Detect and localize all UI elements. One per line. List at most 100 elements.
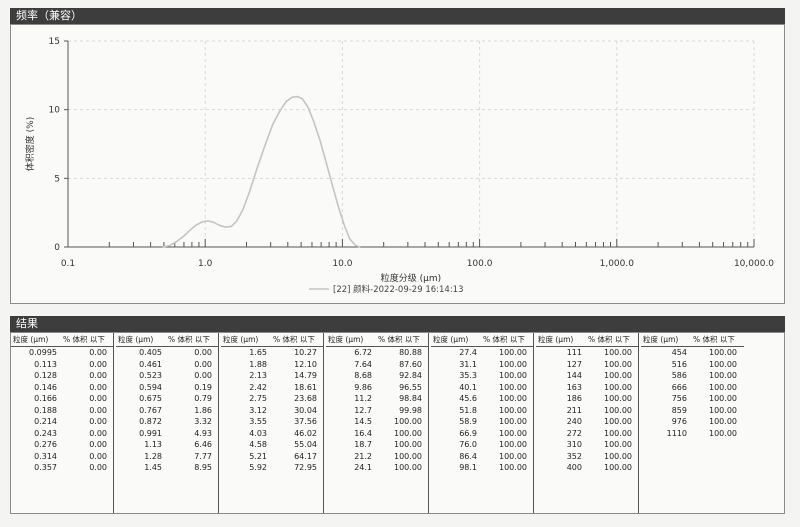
percent-cell: 14.79	[294, 371, 317, 380]
result-column-block: 粒度 (μm) % 体积 以下 454 100.00 516 100.00 586 100.0…	[641, 333, 744, 513]
percent-cell: 0.00	[89, 405, 107, 415]
percent-cell: 100.00	[394, 451, 422, 461]
size-cell: 45.6	[459, 394, 477, 403]
percent-cell: 0.00	[194, 371, 212, 380]
table-row: 1.13 6.46	[116, 439, 218, 451]
size-cell: 2.13	[249, 371, 267, 380]
y-tick-label: 15	[49, 37, 60, 47]
percent-cell: 10.27	[294, 348, 317, 357]
size-cell: 98.1	[459, 463, 477, 472]
size-cell: 12.7	[354, 405, 372, 415]
size-cell: 35.3	[459, 371, 477, 380]
column-header: 粒度 (μm) % 体积 以下	[641, 333, 744, 347]
table-row: 0.991 4.93	[116, 428, 218, 440]
percent-cell: 0.00	[194, 359, 212, 369]
size-cell: 0.276	[34, 440, 57, 449]
size-cell: 5.92	[249, 463, 267, 472]
size-cell: 976	[671, 417, 687, 426]
size-cell: 0.357	[34, 463, 57, 472]
table-row: 111 100.00	[536, 347, 638, 359]
percent-cell: 0.19	[194, 382, 212, 392]
size-cell: 163	[566, 382, 582, 392]
table-row: 0.276 0.00	[11, 439, 113, 451]
percent-cell: 7.77	[194, 451, 212, 461]
size-cell: 86.4	[459, 451, 477, 461]
table-row: 0.767 1.86	[116, 405, 218, 417]
percent-cell: 12.10	[294, 359, 317, 369]
percent-cell: 100.00	[709, 382, 737, 392]
table-row: 11.2 98.84	[326, 393, 428, 405]
size-cell: 11.2	[354, 394, 372, 403]
table-row: 516 100.00	[641, 359, 744, 371]
table-row: 0.243 0.00	[11, 428, 113, 440]
size-cell: 666	[671, 382, 687, 392]
size-cell: 144	[566, 371, 582, 380]
percent-cell: 64.17	[294, 451, 317, 461]
table-row: 586 100.00	[641, 370, 744, 382]
percent-cell: 0.00	[194, 348, 212, 357]
table-row: 0.314 0.00	[11, 451, 113, 463]
table-row: 6.72 80.88	[326, 347, 428, 359]
x-tick-label: 1,000.0	[600, 259, 635, 269]
table-row: 1.65 10.27	[221, 347, 323, 359]
percent-cell: 100.00	[709, 417, 737, 426]
percent-cell: 100.00	[499, 463, 527, 472]
y-axis-label: 体积密度 (%)	[24, 117, 36, 171]
size-cell: 5.21	[249, 451, 267, 461]
size-cell: 66.9	[459, 428, 477, 438]
x-tick-label: 1.0	[198, 259, 213, 269]
percent-cell: 100.00	[604, 428, 632, 438]
size-cell: 756	[671, 394, 687, 403]
column-header: 粒度 (μm) % 体积 以下	[431, 333, 533, 347]
size-cell: 7.64	[354, 359, 372, 369]
table-row: 24.1 100.00	[326, 462, 428, 474]
size-cell: 4.58	[249, 440, 267, 449]
percent-header: % 体积 以下	[378, 335, 420, 344]
percent-cell: 100.00	[604, 405, 632, 415]
table-row: 18.7 100.00	[326, 439, 428, 451]
table-row: 9.86 96.55	[326, 382, 428, 394]
x-tick-label: 0.1	[61, 259, 75, 269]
size-header: 粒度 (μm)	[643, 335, 679, 344]
table-row: 40.1 100.00	[431, 382, 533, 394]
size-cell: 4.03	[249, 428, 267, 438]
percent-cell: 8.95	[194, 463, 212, 472]
table-row: 211 100.00	[536, 405, 638, 417]
percent-cell: 4.93	[194, 428, 212, 438]
table-row: 5.21 64.17	[221, 451, 323, 463]
percent-cell: 0.00	[89, 359, 107, 369]
size-cell: 1110	[666, 428, 687, 438]
percent-cell: 0.00	[89, 451, 107, 461]
percent-cell: 100.00	[499, 359, 527, 369]
size-cell: 0.314	[34, 451, 57, 461]
percent-cell: 55.04	[294, 440, 317, 449]
result-column-block: 粒度 (μm)% 体积 以下 0.0995 0.00 0.113 0.00 0.128 0.…	[11, 333, 114, 513]
size-cell: 6.72	[354, 348, 372, 357]
table-row: 0.166 0.00	[11, 393, 113, 405]
table-row: 352 100.00	[536, 451, 638, 463]
size-cell: 27.4	[459, 348, 477, 357]
size-cell: 0.214	[34, 417, 57, 426]
percent-cell: 37.56	[294, 417, 317, 426]
column-header: 粒度 (μm) % 体积 以下	[326, 333, 428, 347]
legend-label: [22] 颜料-2022-09-29 16:14:13	[333, 284, 464, 295]
size-cell: 0.188	[34, 405, 57, 415]
percent-cell: 100.00	[604, 440, 632, 449]
size-header: 粒度 (μm)	[433, 335, 469, 344]
result-column-block: 粒度 (μm) % 体积 以下 111 100.00 127 100.00 144 100.0…	[536, 333, 639, 513]
table-row: 16.4 100.00	[326, 428, 428, 440]
percent-cell: 92.84	[399, 371, 422, 380]
table-row: 0.594 0.19	[116, 382, 218, 394]
percent-header: % 体积 以下	[63, 335, 105, 344]
size-cell: 0.675	[139, 394, 162, 403]
percent-header: % 体积 以下	[693, 335, 735, 344]
percent-cell: 23.68	[294, 394, 317, 403]
table-row: 35.3 100.00	[431, 370, 533, 382]
size-cell: 1.13	[144, 440, 162, 449]
table-row: 666 100.00	[641, 382, 744, 394]
table-row: 1.88 12.10	[221, 359, 323, 371]
table-row: 1110 100.00	[641, 428, 744, 440]
percent-cell: 72.95	[294, 463, 317, 472]
size-cell: 0.872	[139, 417, 162, 426]
size-cell: 211	[566, 405, 582, 415]
